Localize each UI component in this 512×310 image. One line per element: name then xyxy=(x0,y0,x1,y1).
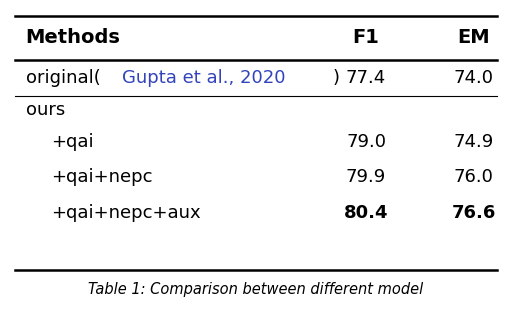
Text: EM: EM xyxy=(457,29,490,47)
Text: 76.6: 76.6 xyxy=(452,204,496,222)
Text: +qai+nepc: +qai+nepc xyxy=(51,168,153,187)
Text: +qai+nepc+aux: +qai+nepc+aux xyxy=(51,204,201,222)
Text: 80.4: 80.4 xyxy=(344,204,388,222)
Text: Methods: Methods xyxy=(26,29,120,47)
Text: original(: original( xyxy=(26,69,100,87)
Text: 74.0: 74.0 xyxy=(454,69,494,87)
Text: ours: ours xyxy=(26,101,65,119)
Text: 79.0: 79.0 xyxy=(346,133,386,151)
Text: 76.0: 76.0 xyxy=(454,168,494,187)
Text: 79.9: 79.9 xyxy=(346,168,386,187)
Text: +qai: +qai xyxy=(51,133,94,151)
Text: ): ) xyxy=(333,69,340,87)
Text: F1: F1 xyxy=(353,29,379,47)
Text: Table 1: Comparison between different model: Table 1: Comparison between different mo… xyxy=(89,282,423,297)
Text: 74.9: 74.9 xyxy=(454,133,494,151)
Text: 77.4: 77.4 xyxy=(346,69,386,87)
Text: Gupta et al., 2020: Gupta et al., 2020 xyxy=(122,69,286,87)
